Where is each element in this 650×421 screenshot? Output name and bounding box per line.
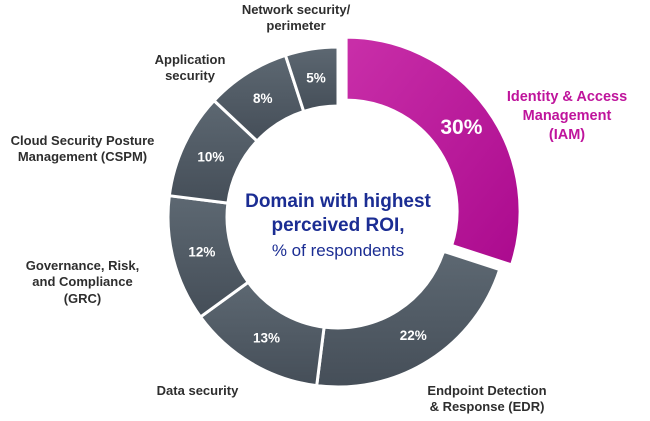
segment-value-data-security: 13% — [253, 330, 280, 345]
segment-value-cspm: 10% — [197, 150, 224, 165]
segment-value-application-security: 8% — [253, 91, 273, 106]
segment-value-edr: 22% — [400, 328, 427, 343]
segment-value-network-security: 5% — [306, 71, 326, 86]
chart-title-main: Domain with highest perceived ROI, — [245, 191, 431, 236]
segment-value-grc: 12% — [188, 244, 215, 259]
label-iam: Identity & Access Management (IAM) — [506, 89, 628, 143]
label-data-security: Data security — [156, 383, 239, 398]
label-edr: Endpoint Detection & Response (EDR) — [427, 383, 547, 415]
chart-title-sub: % of respondents — [271, 240, 405, 260]
segment-value-iam: 30% — [440, 116, 482, 139]
segment-iam — [344, 35, 522, 267]
segment-edr — [315, 249, 502, 389]
label-network-security: Network security/ perimeter — [241, 2, 351, 34]
label-grc: Governance, Risk, and Compliance (GRC) — [25, 258, 140, 306]
chart-center-title: Domain with highest perceived ROI, % of … — [208, 190, 468, 262]
segment-value-labels: 30% 22% 13% 12% 10% 8% 5% — [188, 71, 482, 346]
segment-network-security — [283, 45, 340, 113]
donut-segments — [166, 35, 522, 389]
label-cspm: Cloud Security Posture Management (CSPM) — [10, 133, 155, 165]
label-application-security: Application security — [154, 52, 226, 84]
